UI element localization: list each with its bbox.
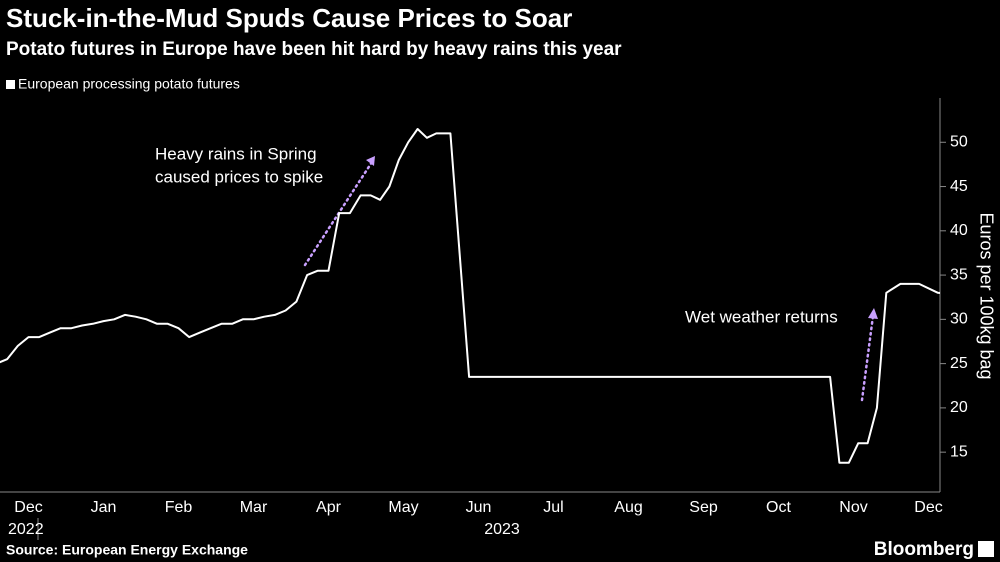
legend-swatch [6, 80, 15, 89]
y-tick-label: 45 [950, 178, 968, 195]
chart-title: Stuck-in-the-Mud Spuds Cause Prices to S… [6, 3, 572, 33]
y-tick-label: 40 [950, 222, 968, 239]
y-tick-label: 20 [950, 399, 968, 416]
x-tick-label: Sep [689, 499, 718, 516]
x-tick-label: Jul [543, 499, 563, 516]
x-tick-label: Apr [316, 499, 342, 516]
annotation: Wet weather returns [685, 307, 838, 326]
y-tick-label: 50 [950, 133, 968, 150]
x-tick-label: May [388, 499, 418, 516]
brand-icon [978, 541, 994, 557]
annotation: Heavy rains in Spring [155, 144, 317, 163]
series-line [0, 128, 940, 464]
y-tick-label: 30 [950, 311, 968, 328]
x-tick-label: Feb [165, 499, 193, 516]
year-label: 2022 [8, 521, 44, 538]
x-tick-label: Dec [14, 499, 42, 516]
y-tick-label: 15 [950, 443, 968, 460]
y-tick-label: 25 [950, 355, 968, 372]
chart-subtitle: Potato futures in Europe have been hit h… [6, 39, 622, 60]
x-tick-label: Oct [766, 499, 791, 516]
arrow-head [366, 156, 375, 166]
x-tick-label: Mar [240, 499, 268, 516]
brand: Bloomberg [874, 539, 974, 560]
x-tick-label: Aug [614, 499, 642, 516]
x-tick-label: Dec [914, 499, 942, 516]
source: Source: European Energy Exchange [6, 542, 248, 558]
y-axis-label: Euros per 100kg bag [976, 212, 996, 379]
x-tick-label: Jan [91, 499, 117, 516]
annotation: caused prices to spike [155, 167, 323, 186]
legend-label: European processing potato futures [18, 76, 240, 92]
y-tick-label: 35 [950, 266, 968, 283]
year-label: 2023 [484, 521, 520, 538]
arrow-head [868, 308, 878, 319]
x-tick-label: Nov [839, 499, 867, 516]
x-tick-label: Jun [466, 499, 492, 516]
annotation-arrow [860, 314, 875, 402]
